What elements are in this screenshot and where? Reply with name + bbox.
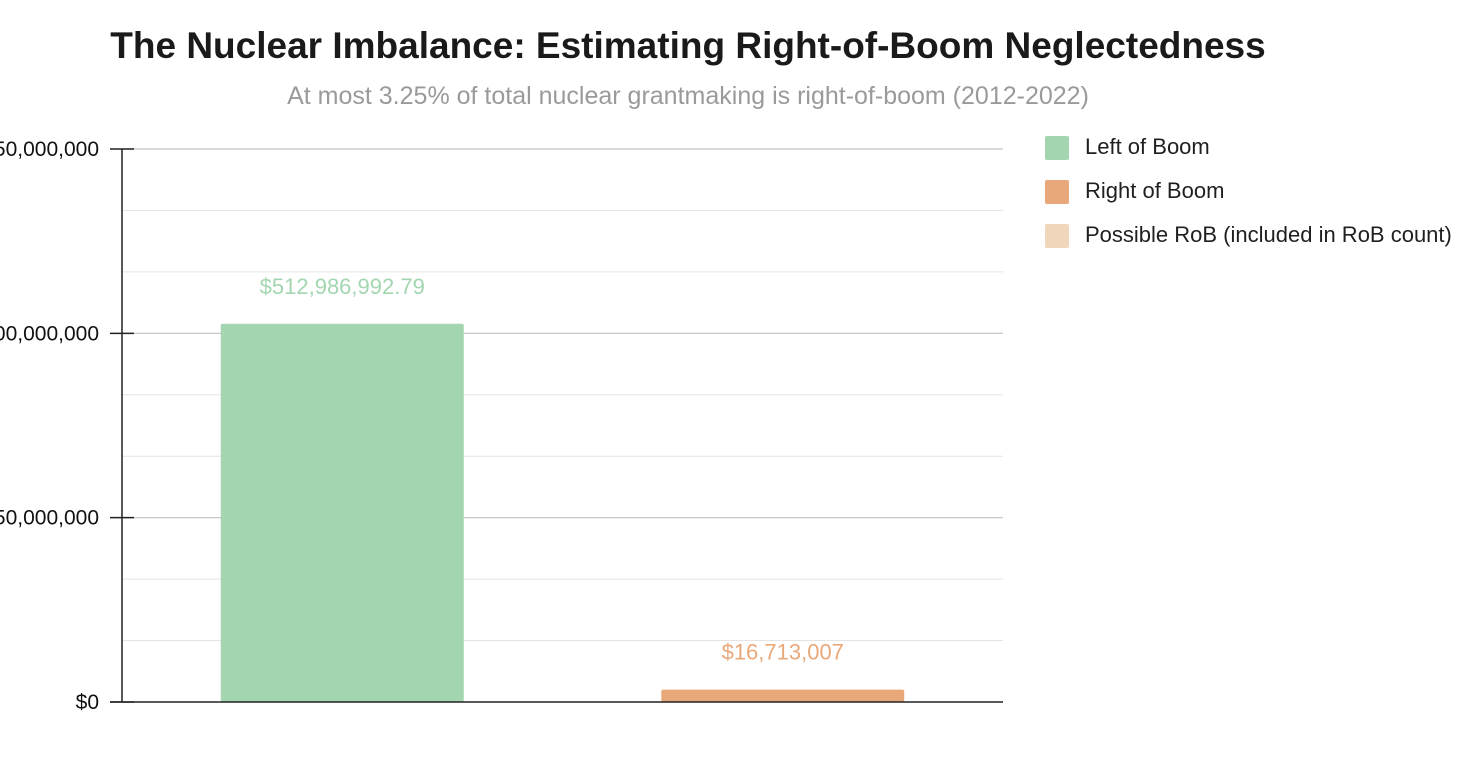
- legend-swatch: [1045, 180, 1069, 204]
- y-tick-label: $500,000,000: [0, 322, 99, 345]
- chart-subtitle: At most 3.25% of total nuclear grantmaki…: [287, 82, 1089, 110]
- legend-label: Possible RoB (included in RoB count): [1085, 222, 1452, 247]
- bar: [661, 689, 905, 702]
- y-tick-label: $0: [76, 691, 99, 714]
- data-label: $512,986,992.79: [260, 274, 425, 299]
- legend-swatch: [1045, 136, 1069, 160]
- legend-label: Right of Boom: [1085, 178, 1224, 203]
- y-tick-label: $750,000,000: [0, 138, 99, 161]
- legend: Left of Boom Right of Boom Possible RoB (i…: [1045, 134, 1452, 248]
- chart-title: The Nuclear Imbalance: Estimating Right-…: [110, 25, 1265, 66]
- y-tick-label: $250,000,000: [0, 507, 99, 530]
- bars: [220, 323, 905, 702]
- axes: $0 $250,000,000 $500,000,000 $750,000,000: [0, 138, 1003, 714]
- bar: [220, 323, 464, 702]
- data-label: $16,713,007: [722, 640, 844, 665]
- data-labels: $512,986,992.79 $16,713,007: [260, 274, 844, 665]
- legend-swatch: [1045, 224, 1069, 248]
- legend-label: Left of Boom: [1085, 134, 1210, 159]
